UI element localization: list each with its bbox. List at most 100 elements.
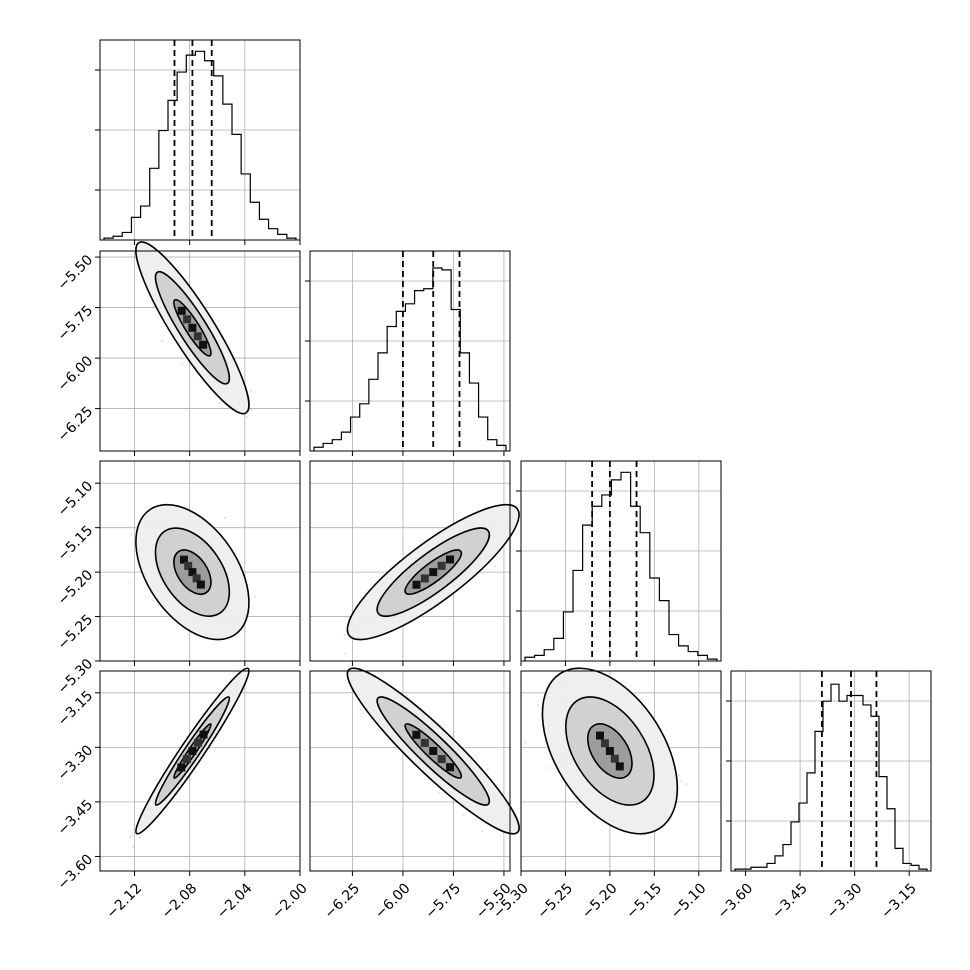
- density-core-cell: [437, 561, 446, 570]
- x-tick-label: −2.08: [159, 880, 201, 922]
- hist-panel-2-bg: [521, 461, 721, 661]
- density-core: [179, 555, 205, 589]
- scatter-point: [548, 767, 550, 769]
- density-core-cell: [188, 747, 197, 755]
- scatter-point: [250, 389, 253, 392]
- y-tick-label: −5.25: [55, 612, 97, 654]
- contour-0: [404, 549, 463, 596]
- density-core-cell: [437, 755, 446, 764]
- panel-frame: [520, 460, 722, 662]
- y-tick-label: −3.45: [55, 797, 97, 839]
- density-core-cell: [177, 306, 186, 315]
- scatter-point: [685, 783, 688, 786]
- scatter-point: [405, 694, 408, 697]
- density-core-cell: [412, 580, 421, 589]
- y-tick-label: −3.30: [55, 742, 97, 784]
- contour-2: [135, 241, 250, 415]
- histogram-step: [313, 267, 507, 451]
- scatter-point: [161, 339, 164, 342]
- hist-panel-3-bg: [731, 671, 931, 871]
- scatter-point: [151, 599, 154, 602]
- contour-0: [173, 298, 212, 357]
- scatter-point: [128, 835, 131, 838]
- scatter-point: [181, 363, 184, 366]
- y-tick-label: −3.15: [55, 688, 97, 730]
- panel-frame: [99, 670, 301, 872]
- density-core-cell: [429, 568, 438, 577]
- scatter-point: [524, 741, 527, 744]
- contour-1: [376, 527, 491, 617]
- density-core-cell: [445, 555, 454, 564]
- x-tick-label: −3.15: [878, 880, 920, 922]
- scatter-point: [132, 846, 135, 848]
- density-core-cell: [196, 580, 205, 589]
- x-tick-label: −3.45: [769, 880, 811, 922]
- panel-frame: [730, 670, 932, 872]
- density-core-cell: [595, 731, 604, 740]
- scatter-point: [452, 802, 455, 805]
- density-core: [412, 555, 454, 589]
- y-tick-label: −5.50: [55, 252, 97, 294]
- x-tick-label: −3.30: [824, 880, 866, 922]
- density-core-cell: [600, 739, 609, 748]
- x-tick-label: −2.04: [214, 880, 256, 922]
- scatter-point: [537, 703, 540, 706]
- density-core-cell: [199, 730, 208, 739]
- y-tick-label: −5.75: [55, 303, 97, 345]
- panel-frame: [309, 670, 511, 872]
- contour-1: [154, 696, 231, 806]
- scatter-panel-2-1: [309, 460, 520, 666]
- scatter-point: [575, 802, 578, 805]
- scatter-point: [130, 533, 133, 536]
- density-core-cell: [192, 574, 201, 583]
- y-tick-label: −5.10: [55, 478, 97, 520]
- scatter-point: [250, 408, 253, 411]
- x-tick-label: −3.60: [715, 880, 757, 922]
- density-core: [595, 731, 624, 771]
- histogram-step: [734, 683, 928, 871]
- hist-panel-1-bg: [310, 251, 510, 451]
- contour-2: [346, 503, 520, 641]
- contour-1: [154, 527, 231, 617]
- x-tick-label: −6.00: [372, 880, 414, 922]
- scatter-panel-1-0: [95, 241, 301, 456]
- scatter-point: [359, 708, 362, 711]
- density-core-cell: [193, 332, 202, 341]
- density-core-cell: [188, 568, 197, 577]
- x-tick-label: −2.00: [269, 880, 311, 922]
- density-core-cell: [188, 323, 197, 332]
- scatter-point: [139, 836, 141, 839]
- x-tick-label: −2.12: [104, 880, 146, 922]
- density-core-cell: [184, 561, 193, 570]
- x-tick-label: −5.75: [423, 880, 465, 922]
- scatter-panel-3-1: [309, 667, 520, 876]
- contour-1: [376, 696, 491, 806]
- scatter-point: [462, 814, 465, 817]
- panel-frame: [99, 250, 301, 452]
- density-core: [177, 306, 208, 349]
- y-tick-label: −6.00: [55, 353, 97, 395]
- density-core-cell: [199, 340, 208, 349]
- density-core-cell: [412, 730, 421, 739]
- hist-panel-2: [516, 460, 722, 666]
- density-core-cell: [615, 762, 624, 771]
- contour-0: [586, 723, 633, 779]
- hist-panel-0: [95, 39, 301, 245]
- scatter-point: [481, 830, 484, 832]
- scatter-point: [343, 633, 346, 636]
- scatter-point: [131, 834, 134, 837]
- contour-1: [154, 270, 231, 385]
- y-tick-label: −5.15: [55, 523, 97, 565]
- scatter-panel-3-2: [520, 667, 722, 876]
- scatter-point: [223, 517, 226, 519]
- scatter-point: [157, 603, 160, 606]
- x-tick-label: −5.20: [579, 880, 621, 922]
- density-core-cell: [179, 555, 188, 564]
- scatter-point: [374, 673, 377, 676]
- density-core-cell: [446, 763, 455, 772]
- panel-frame: [309, 460, 511, 662]
- contour-1: [565, 696, 655, 806]
- histogram-step: [103, 50, 297, 240]
- density-core: [177, 730, 208, 772]
- y-tick-label: −5.20: [55, 567, 97, 609]
